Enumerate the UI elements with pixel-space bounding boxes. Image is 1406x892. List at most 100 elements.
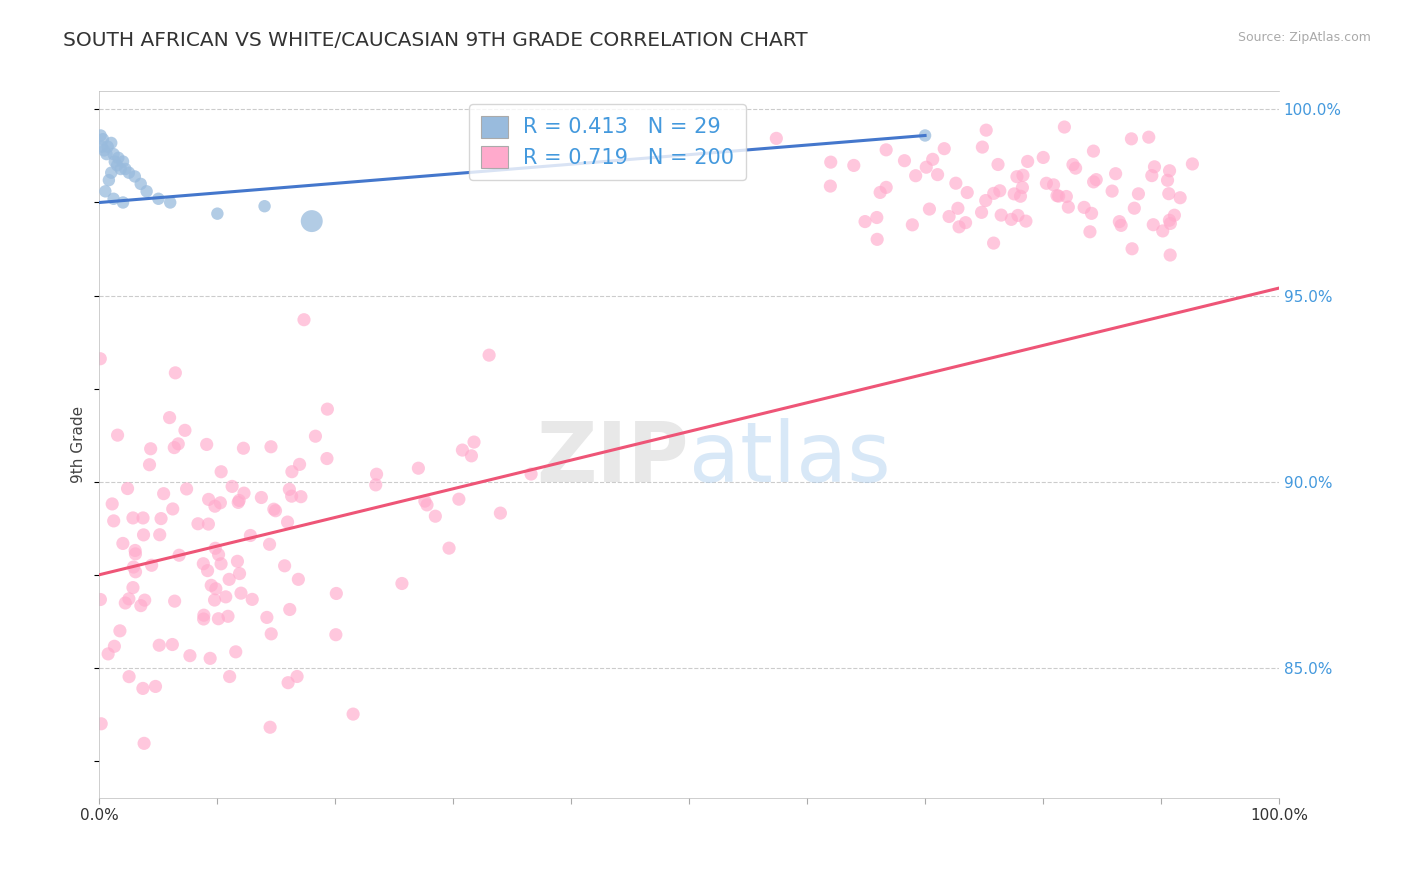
Point bbox=[229, 586, 252, 600]
Text: atlas: atlas bbox=[689, 418, 891, 500]
Point bbox=[122, 560, 145, 574]
Point bbox=[132, 528, 155, 542]
Point bbox=[1128, 186, 1150, 201]
Point bbox=[987, 157, 1010, 171]
Point bbox=[253, 199, 276, 213]
Point bbox=[107, 428, 129, 442]
Point bbox=[204, 541, 226, 556]
Point bbox=[259, 720, 281, 734]
Point bbox=[391, 576, 413, 591]
Point bbox=[197, 564, 219, 578]
Point bbox=[122, 581, 145, 595]
Point bbox=[260, 627, 283, 641]
Point bbox=[167, 437, 190, 451]
Point bbox=[122, 511, 145, 525]
Point bbox=[278, 602, 301, 616]
Point bbox=[100, 136, 122, 150]
Point bbox=[1157, 186, 1180, 201]
Point bbox=[1159, 216, 1181, 230]
Point bbox=[408, 461, 430, 475]
Legend: R = 0.413   N = 29, R = 0.719   N = 200: R = 0.413 N = 29, R = 0.719 N = 200 bbox=[470, 104, 747, 180]
Point bbox=[820, 155, 842, 169]
Point bbox=[90, 128, 112, 143]
Point bbox=[281, 465, 304, 479]
Text: Source: ZipAtlas.com: Source: ZipAtlas.com bbox=[1237, 31, 1371, 45]
Point bbox=[278, 483, 301, 497]
Point bbox=[105, 158, 128, 172]
Text: SOUTH AFRICAN VS WHITE/CAUCASIAN 9TH GRADE CORRELATION CHART: SOUTH AFRICAN VS WHITE/CAUCASIAN 9TH GRA… bbox=[63, 31, 808, 50]
Point bbox=[451, 443, 474, 458]
Point bbox=[1152, 224, 1174, 238]
Point bbox=[118, 670, 141, 684]
Point bbox=[915, 160, 938, 174]
Point bbox=[104, 154, 127, 169]
Point bbox=[1142, 218, 1164, 232]
Point bbox=[1017, 154, 1039, 169]
Point bbox=[988, 184, 1011, 198]
Point bbox=[129, 177, 152, 191]
Point bbox=[972, 140, 994, 154]
Point bbox=[1140, 169, 1163, 183]
Point bbox=[197, 492, 219, 507]
Point bbox=[162, 502, 184, 516]
Point bbox=[1104, 167, 1126, 181]
Point bbox=[145, 680, 167, 694]
Point bbox=[1083, 175, 1105, 189]
Point bbox=[974, 123, 997, 137]
Point bbox=[1181, 157, 1204, 171]
Point bbox=[226, 554, 249, 568]
Point bbox=[97, 139, 120, 153]
Point bbox=[124, 547, 146, 561]
Point bbox=[1054, 189, 1077, 203]
Point bbox=[233, 486, 256, 500]
Point bbox=[209, 557, 232, 571]
Point bbox=[1083, 144, 1105, 158]
Point bbox=[945, 176, 967, 190]
Point bbox=[93, 144, 115, 158]
Point bbox=[94, 184, 117, 198]
Point bbox=[1012, 168, 1035, 182]
Point bbox=[820, 179, 842, 194]
Point bbox=[1035, 176, 1057, 190]
Point bbox=[101, 497, 124, 511]
Point bbox=[866, 232, 889, 246]
Point bbox=[1168, 191, 1191, 205]
Point bbox=[460, 449, 482, 463]
Point bbox=[228, 493, 250, 508]
Point bbox=[163, 594, 186, 608]
Point bbox=[1000, 212, 1022, 227]
Point bbox=[209, 465, 232, 479]
Point bbox=[1121, 242, 1143, 256]
Point bbox=[1015, 214, 1038, 228]
Point bbox=[1002, 186, 1025, 201]
Point bbox=[1057, 200, 1080, 214]
Point bbox=[138, 458, 160, 472]
Point bbox=[226, 495, 249, 509]
Point bbox=[90, 139, 112, 153]
Point bbox=[1011, 180, 1033, 194]
Point bbox=[193, 612, 215, 626]
Point bbox=[1101, 184, 1123, 198]
Point bbox=[187, 516, 209, 531]
Point bbox=[132, 681, 155, 696]
Point bbox=[1108, 214, 1130, 228]
Point bbox=[1005, 169, 1028, 184]
Point bbox=[135, 184, 157, 198]
Point bbox=[256, 610, 278, 624]
Point bbox=[1073, 200, 1095, 214]
Point bbox=[129, 599, 152, 613]
Point bbox=[193, 608, 215, 623]
Point bbox=[103, 192, 125, 206]
Point bbox=[174, 423, 197, 437]
Point bbox=[205, 582, 228, 596]
Point bbox=[413, 494, 436, 508]
Point bbox=[228, 566, 250, 581]
Point bbox=[304, 429, 326, 443]
Point bbox=[478, 348, 501, 362]
Point bbox=[103, 640, 125, 654]
Point bbox=[240, 592, 263, 607]
Point bbox=[277, 515, 299, 529]
Point bbox=[163, 441, 186, 455]
Point bbox=[292, 312, 315, 326]
Point bbox=[875, 180, 897, 194]
